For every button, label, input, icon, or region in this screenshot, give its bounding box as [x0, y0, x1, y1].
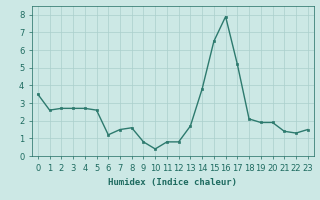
X-axis label: Humidex (Indice chaleur): Humidex (Indice chaleur) — [108, 178, 237, 187]
